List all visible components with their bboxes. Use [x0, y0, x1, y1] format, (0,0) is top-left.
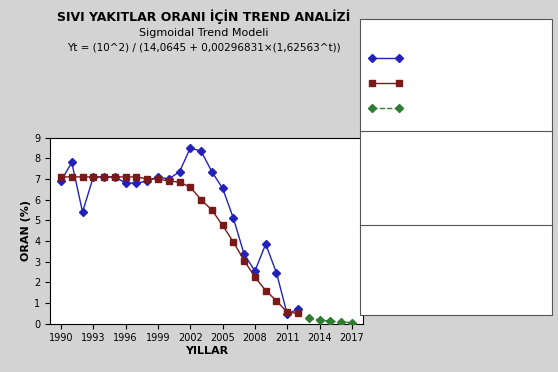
Text: MAD: MAD: [372, 272, 395, 281]
Text: Fit Değerler: Fit Değerler: [402, 78, 459, 88]
Text: 0,6530: 0,6530: [507, 272, 541, 281]
Text: 18,5462: 18,5462: [501, 252, 541, 262]
Text: MAPE: MAPE: [372, 252, 400, 262]
Text: SIVI YAKITLAR ORANI İÇİN TREND ANALİZİ: SIVI YAKITLAR ORANI İÇİN TREND ANALİZİ: [57, 9, 350, 24]
Text: 0,8156: 0,8156: [507, 291, 541, 301]
Text: - Tahmin Değerleri: - Tahmin Değerleri: [402, 103, 492, 113]
Text: 7,11012: 7,11012: [501, 179, 541, 188]
Y-axis label: ORAN (%): ORAN (%): [21, 200, 31, 261]
X-axis label: YILLAR: YILLAR: [185, 346, 228, 356]
Text: Intercept: Intercept: [372, 158, 416, 168]
Text: Asym. Rate: Asym. Rate: [372, 199, 428, 209]
Text: Eğri Parametreleri: Eğri Parametreleri: [402, 142, 511, 153]
Text: 7,10862: 7,10862: [501, 158, 541, 168]
Text: Gerçek Değerler: Gerçek Değerler: [402, 52, 482, 63]
Text: Yt = (10^2) / (14,0645 + 0,00296831×(1,62563^t)): Yt = (10^2) / (14,0645 + 0,00296831×(1,6…: [67, 43, 340, 53]
Text: Sigmoidal Trend Modeli: Sigmoidal Trend Modeli: [139, 28, 268, 38]
Text: Asymptote: Asymptote: [372, 179, 425, 188]
Text: 1,62563: 1,62563: [501, 199, 541, 209]
Text: Doğruluk Ölçümleri: Doğruluk Ölçümleri: [399, 237, 513, 248]
Text: Değişkenler: Değişkenler: [421, 32, 491, 42]
Text: MSD: MSD: [372, 291, 395, 301]
